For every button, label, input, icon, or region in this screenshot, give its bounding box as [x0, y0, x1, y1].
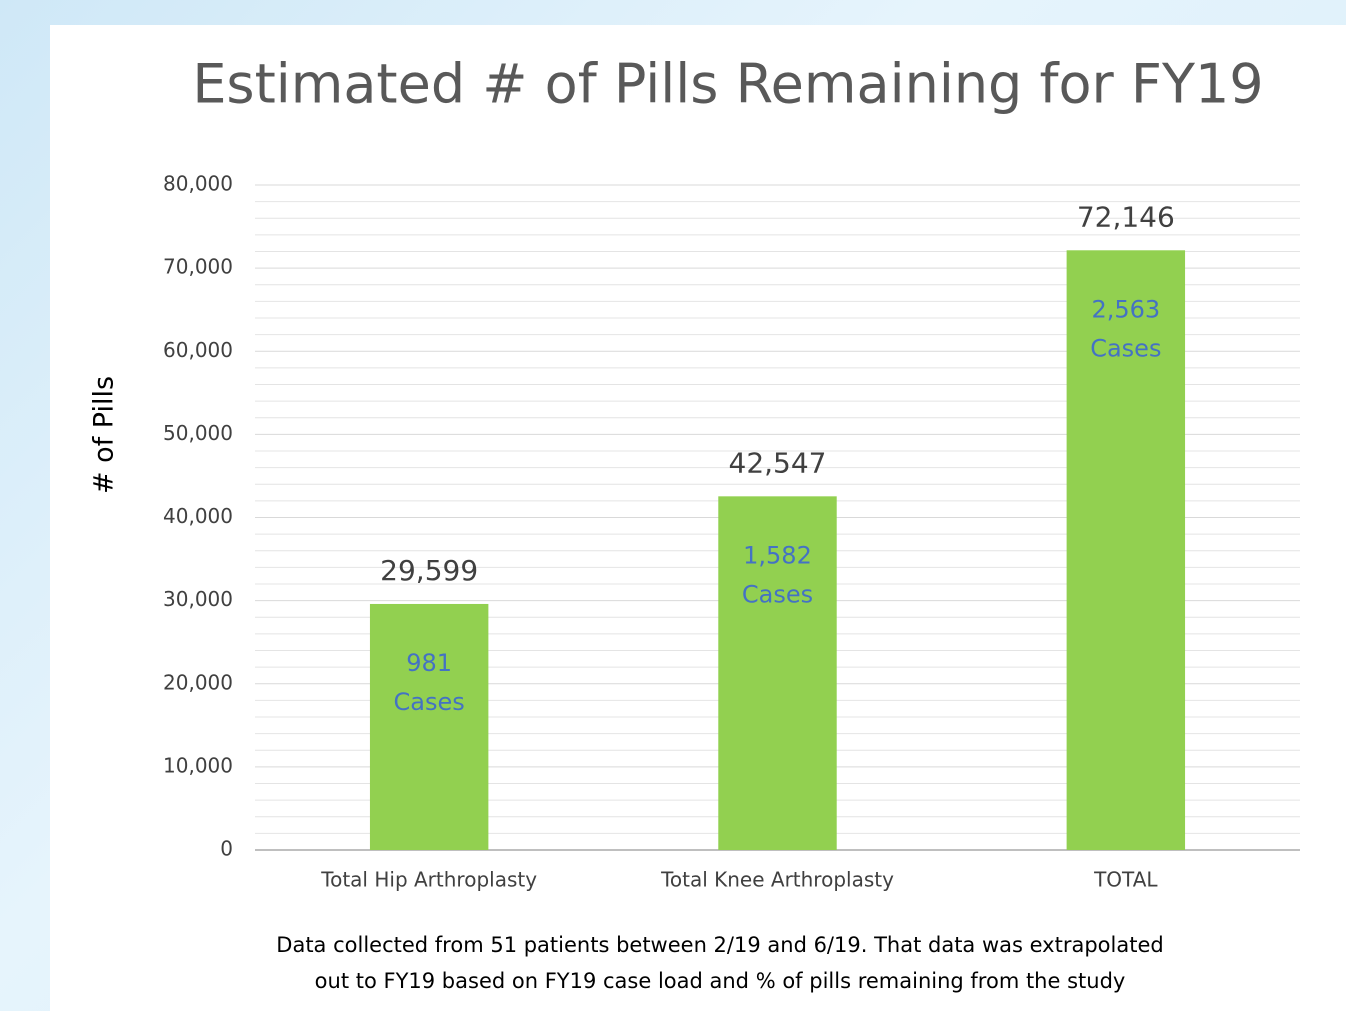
- bar-note: Cases: [1090, 334, 1161, 362]
- y-tick-label: 10,000: [163, 753, 233, 777]
- x-tick-label: Total Knee Arthroplasty: [660, 868, 894, 892]
- y-tick-label: 40,000: [163, 504, 233, 528]
- bar-note: 981: [406, 649, 452, 677]
- bar: [718, 496, 837, 850]
- value-label: 42,547: [729, 446, 827, 479]
- y-tick-label: 20,000: [163, 670, 233, 694]
- y-axis-label: # of Pills: [89, 376, 120, 494]
- y-tick-label: 50,000: [163, 421, 233, 445]
- x-tick-label: Total Hip Arthroplasty: [320, 868, 537, 892]
- y-tick-label: 30,000: [163, 587, 233, 611]
- footnote: out to FY19 based on FY19 case load and …: [315, 969, 1126, 993]
- y-tick-label: 0: [220, 837, 233, 861]
- bar-note: Cases: [394, 688, 465, 716]
- bar-note: Cases: [742, 580, 813, 608]
- value-label: 72,146: [1077, 200, 1175, 233]
- x-tick-label: TOTAL: [1093, 868, 1158, 892]
- bar: [1066, 250, 1186, 850]
- y-tick-label: 80,000: [163, 172, 233, 196]
- y-tick-label: 60,000: [163, 338, 233, 362]
- bar-note: 2,563: [1091, 295, 1160, 323]
- y-tick-label: 70,000: [163, 255, 233, 279]
- bar: [369, 603, 489, 850]
- chart-title: Estimated # of Pills Remaining for FY19: [192, 53, 1263, 116]
- bar-note: 1,582: [743, 541, 812, 569]
- footnote: Data collected from 51 patients between …: [276, 933, 1163, 957]
- value-label: 29,599: [380, 554, 478, 587]
